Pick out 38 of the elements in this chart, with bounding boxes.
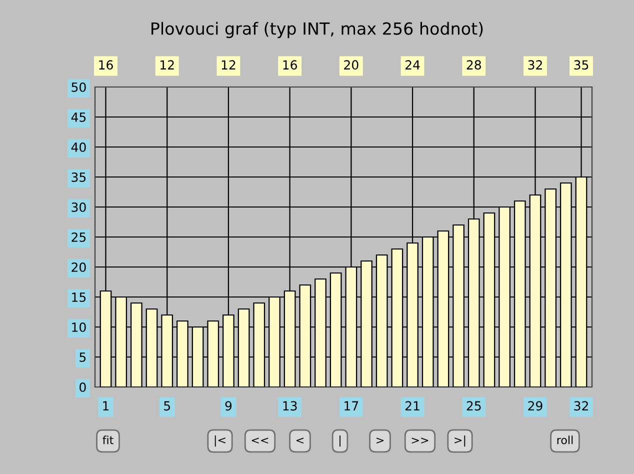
y-tick-label: 45 [71,112,86,122]
text: >> [412,438,428,444]
x-tick-label: 21 [405,401,420,410]
x-tick-label: 25 [466,401,481,411]
data-label: 20 [344,60,358,70]
data-label: 24 [405,60,420,70]
data-label: 28 [466,60,481,70]
data-label: 12 [160,60,174,70]
text: >| [454,435,466,447]
chart-title: Plovouci graf (typ INT, max 256 hodnot) [152,22,483,38]
x-tick-label: 9 [225,401,232,411]
x-tick-label: 5 [164,401,170,411]
y-tick-label: 20 [72,262,86,272]
y-tick-label: 40 [71,142,86,152]
text: |< [214,435,226,447]
text: << [252,438,268,444]
data-label: 32 [528,60,542,70]
x-tick-label: 29 [528,401,542,411]
data-label: 16 [99,60,113,70]
text: > [376,438,384,444]
y-tick-label: 35 [72,172,86,182]
data-label: 16 [283,60,297,70]
data-label: 35 [574,60,588,70]
y-tick-label: 50 [72,82,86,92]
y-tick-label: 25 [72,232,86,242]
text: fit [102,436,114,444]
text: roll [557,436,573,444]
y-tick-label: 15 [72,292,86,302]
x-tick-label: 32 [574,401,588,411]
y-tick-label: 0 [80,382,86,392]
x-tick-label: 1 [103,401,109,410]
y-tick-label: 5 [80,352,86,362]
x-tick-label: 17 [344,401,358,410]
y-tick-label: 30 [72,202,86,212]
x-tick-label: 13 [283,401,297,411]
data-label: 12 [222,60,236,70]
text: < [296,438,304,444]
y-tick-label: 10 [72,322,86,332]
